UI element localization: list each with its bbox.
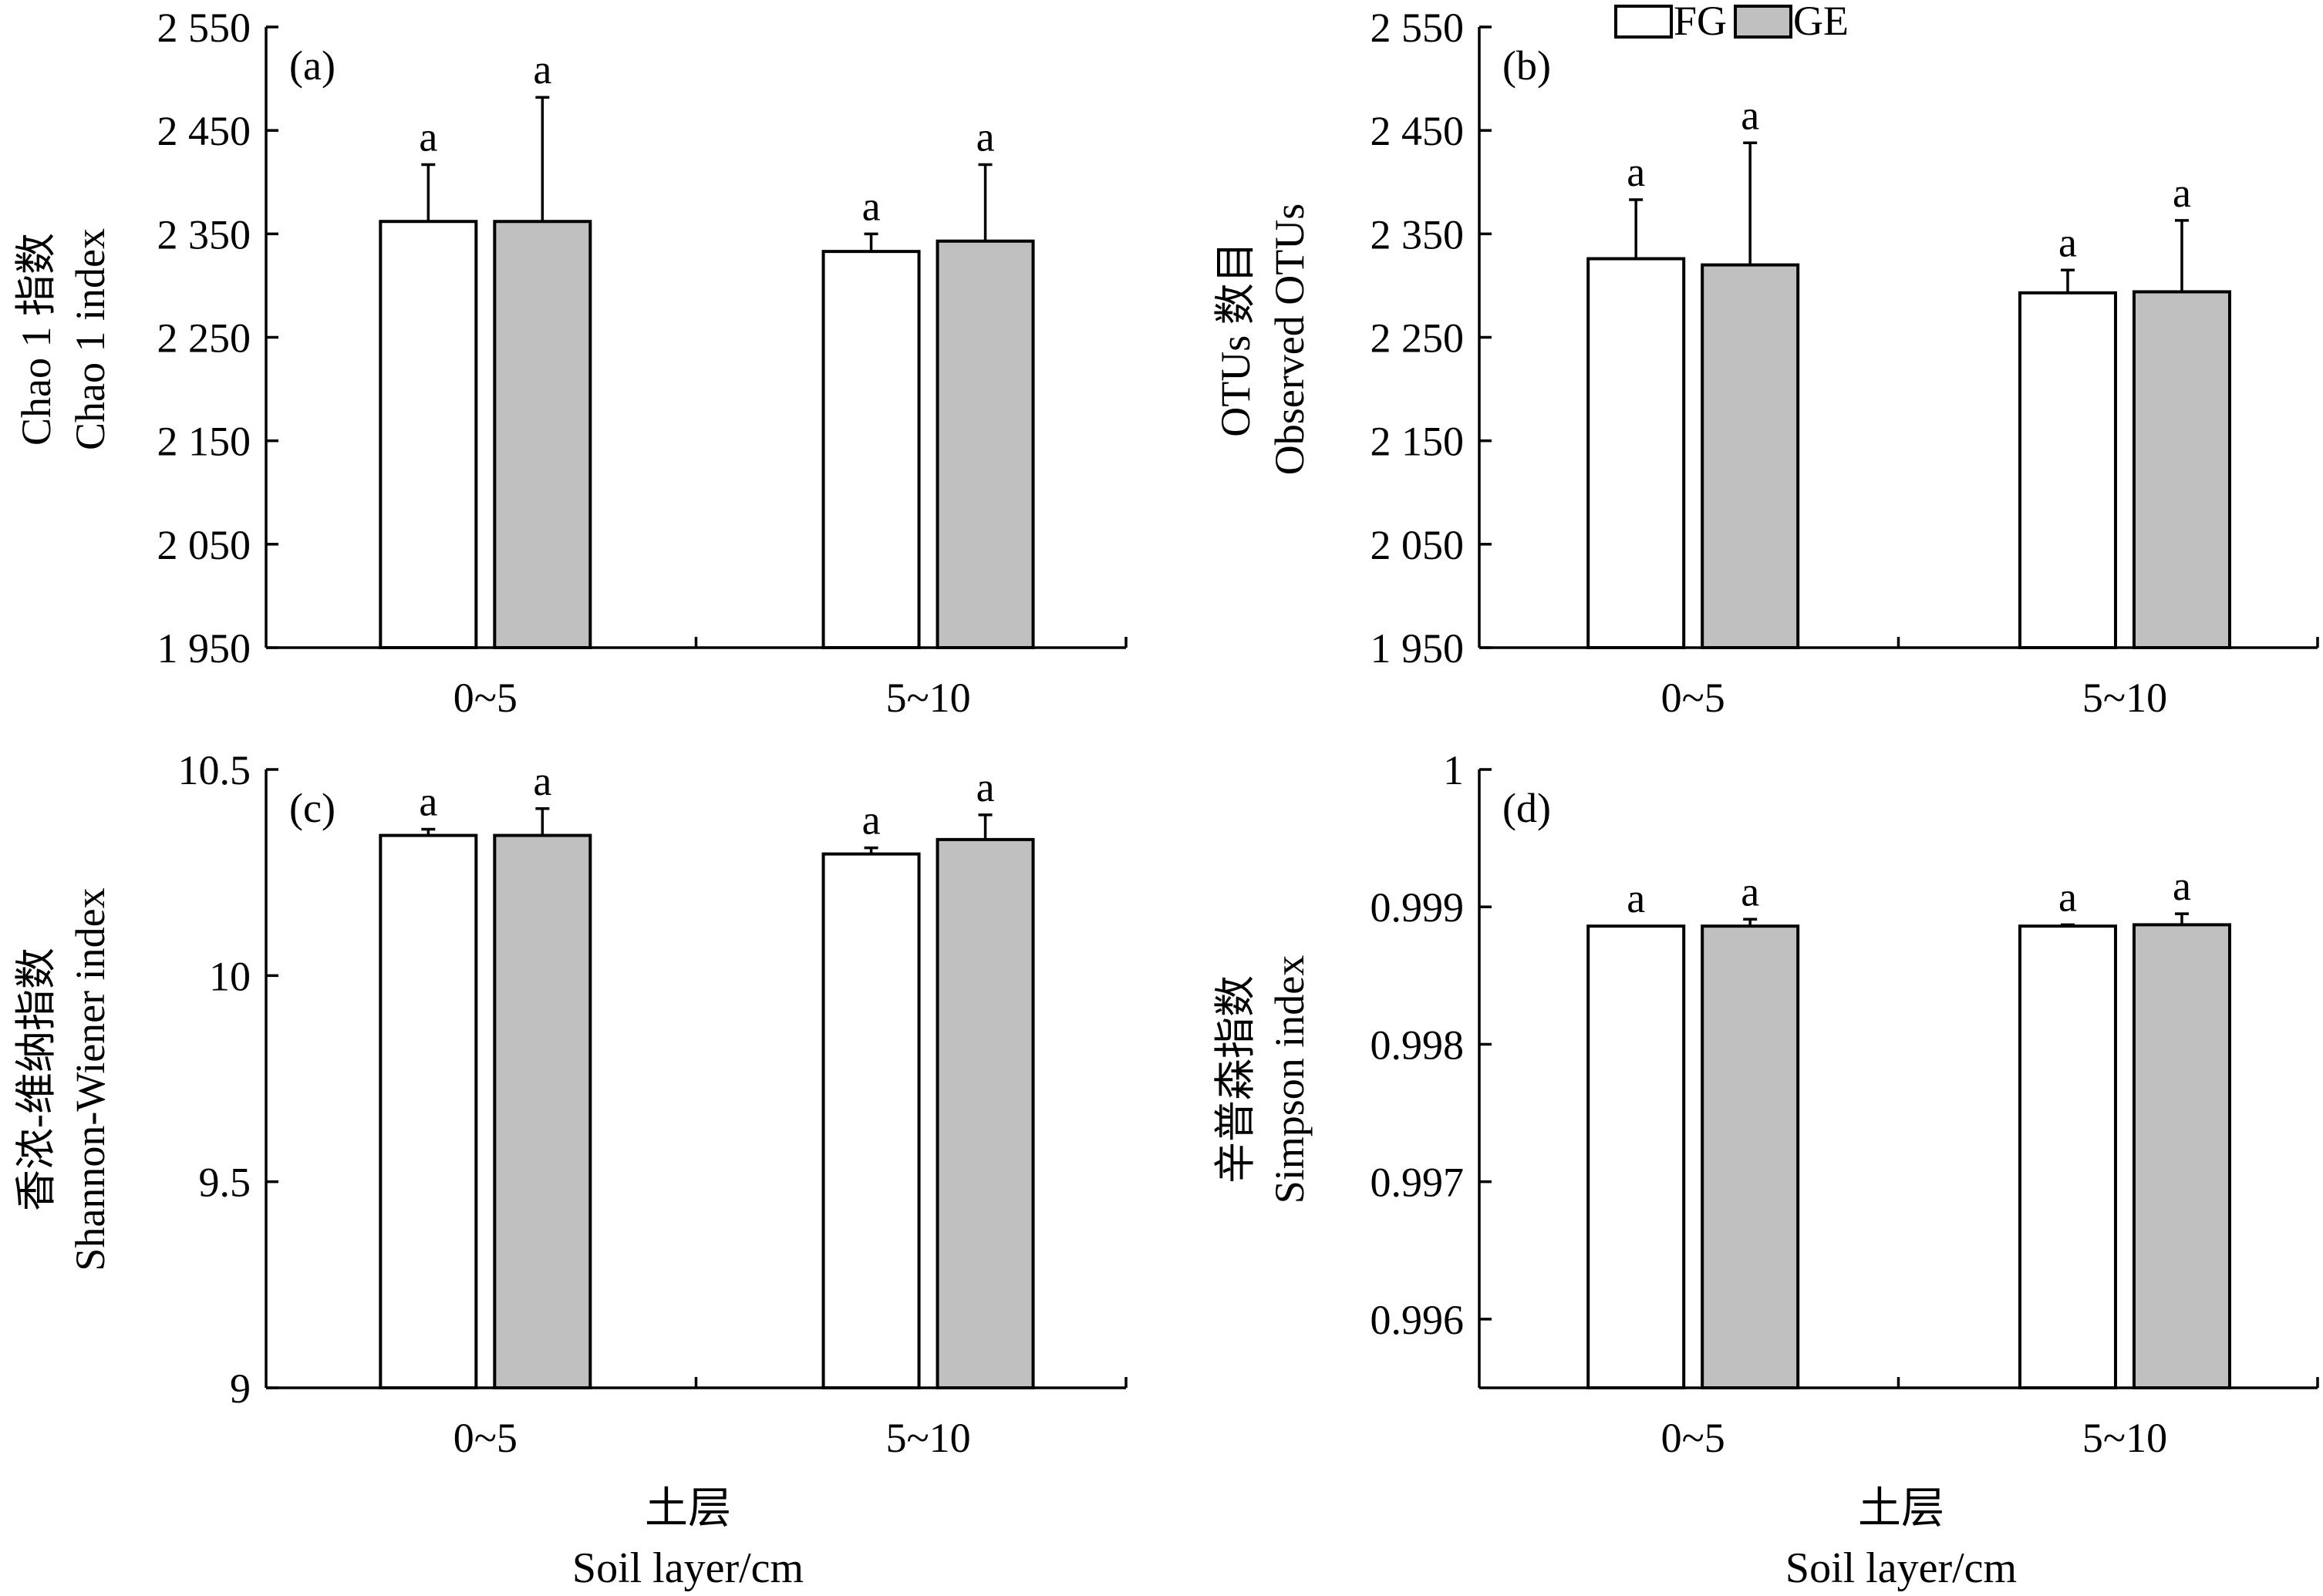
legend-label-fg: FG: [1674, 0, 1727, 44]
bar-ge: [1701, 263, 1800, 649]
y-tick-label: 1: [1443, 747, 1464, 793]
y-axis-title-line: Chao 1 指数: [13, 233, 59, 446]
significance-label: a: [533, 758, 551, 804]
bar-fg: [379, 833, 478, 1389]
significance-label: a: [2058, 219, 2077, 265]
panel-b: 1 950 2 050 2 150 2 250 2 350 2 450 2 550 (b) OT…: [1212, 5, 2319, 721]
y-tick-label: 2 050: [1371, 522, 1465, 568]
x-category-label: 0~5: [453, 1415, 518, 1461]
panels: 1 950 2 050 2 150 2 250 2 350 2 450 2 550 (a) Ch…: [13, 5, 2319, 1461]
significance-label: a: [2173, 863, 2191, 909]
legend-label-ge: GE: [1793, 0, 1849, 44]
bar-fg: [1586, 257, 1686, 649]
y-tick-label: 9.5: [199, 1160, 251, 1206]
y-tick-label: 2 150: [1371, 419, 1465, 465]
y-tick-label: 2 450: [1371, 108, 1465, 154]
y-axis-title-line: 辛普森指数: [1212, 975, 1259, 1184]
y-tick-label: 0.999: [1371, 884, 1465, 931]
bar-ge: [2132, 290, 2231, 649]
bar-fg: [1586, 924, 1686, 1389]
x-category-label: 0~5: [453, 675, 518, 721]
x-category-label: 5~10: [885, 675, 970, 721]
y-tick-label: 1 950: [1371, 625, 1465, 672]
x-title-left: 土层 Soil layer/cm: [572, 1485, 804, 1592]
x-category-label: 5~10: [885, 1415, 970, 1461]
panel-label: (d): [1502, 785, 1551, 831]
significance-label: a: [976, 764, 995, 810]
significance-label: a: [533, 46, 551, 93]
x-category-label: 5~10: [2082, 1415, 2167, 1461]
y-tick-label: 2 350: [1371, 211, 1465, 258]
y-tick-label: 2 350: [157, 211, 251, 258]
y-tick-label: 1 950: [157, 625, 251, 672]
panel-label: (b): [1502, 42, 1551, 89]
bar-fg: [821, 852, 921, 1389]
bar-ge: [936, 837, 1035, 1389]
y-tick-label: 2 450: [157, 108, 251, 154]
x-title-right: 土层 Soil layer/cm: [1785, 1485, 2017, 1592]
y-axis-title-line: Chao 1 index: [67, 228, 113, 450]
y-tick-label: 2 250: [157, 315, 251, 362]
significance-label: a: [862, 797, 881, 843]
significance-label: a: [1741, 92, 1759, 138]
y-axis-title-line: Observed OTUs: [1266, 204, 1313, 475]
significance-label: a: [2173, 170, 2191, 216]
bar-ge: [2132, 923, 2231, 1389]
y-axis-title-line: Simpson index: [1266, 955, 1313, 1204]
bar-fg: [821, 250, 921, 649]
y-tick-label: 2 150: [157, 419, 251, 465]
legend-swatch-ge: [1734, 5, 1792, 39]
significance-label: a: [419, 779, 437, 825]
y-tick-label: 0.998: [1371, 1022, 1465, 1068]
y-tick-label: 2 550: [1371, 5, 1465, 51]
significance-label: a: [976, 113, 995, 160]
x-category-label: 5~10: [2082, 675, 2167, 721]
x-category-label: 0~5: [1661, 1415, 1725, 1461]
x-title-left-line1: 土层: [645, 1485, 731, 1533]
legend: FG GE: [1614, 0, 1849, 44]
y-tick-label: 2 250: [1371, 315, 1465, 362]
y-tick-label: 2 050: [157, 522, 251, 568]
panel-c: 9 9.5 10 10.5 (c) 香浓-维纳指数 Shannon-Wiener index…: [13, 747, 1128, 1461]
y-axis-title-line: OTUs 数目: [1212, 241, 1259, 437]
bar-ge: [493, 833, 592, 1389]
bar-fg: [379, 220, 478, 649]
y-tick-label: 0.996: [1371, 1297, 1465, 1343]
y-tick-label: 10: [209, 953, 251, 999]
bar-fg: [2018, 291, 2117, 649]
y-tick-label: 0.997: [1371, 1160, 1465, 1206]
bar-fg: [2018, 924, 2117, 1389]
panel-label: (c): [289, 785, 335, 831]
x-category-label: 0~5: [1661, 675, 1725, 721]
significance-label: a: [1627, 149, 1645, 195]
x-title-left-line2: Soil layer/cm: [572, 1544, 804, 1592]
significance-label: a: [419, 113, 437, 160]
x-title-right-line1: 土层: [1858, 1485, 1944, 1533]
bar-ge: [936, 239, 1035, 650]
panel-a: 1 950 2 050 2 150 2 250 2 350 2 450 2 550 (a) Ch…: [13, 5, 1128, 721]
significance-label: a: [2058, 874, 2077, 920]
bar-ge: [1701, 924, 1800, 1389]
y-axis-title-line: 香浓-维纳指数: [13, 948, 59, 1211]
legend-swatch-fg: [1614, 5, 1673, 39]
panel-d: 0.996 0.997 0.998 0.999 1 (d) 辛普森指数 Simpson ind…: [1212, 747, 2319, 1461]
y-axis-title-line: Shannon-Wiener index: [67, 887, 113, 1271]
x-title-right-line2: Soil layer/cm: [1785, 1544, 2017, 1592]
significance-label: a: [1627, 875, 1645, 921]
y-tick-label: 10.5: [178, 747, 251, 793]
bar-ge: [493, 220, 592, 649]
y-tick-label: 9: [230, 1365, 251, 1412]
y-tick-label: 2 550: [157, 5, 251, 51]
panel-label: (a): [289, 42, 335, 89]
significance-label: a: [1741, 868, 1759, 914]
significance-label: a: [862, 183, 881, 229]
